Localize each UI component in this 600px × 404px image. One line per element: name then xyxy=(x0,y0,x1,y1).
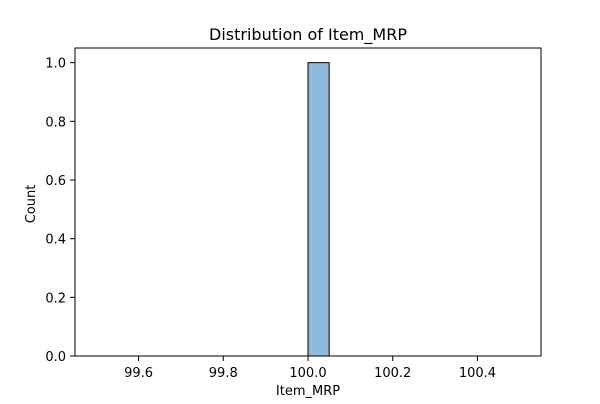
x-tick-label: 100.0 xyxy=(289,366,326,381)
y-tick-label: 0.6 xyxy=(45,174,66,189)
x-axis-label: Item_MRP xyxy=(276,384,340,399)
y-axis-label: Count xyxy=(24,185,39,224)
plot-area: 99.6 99.8 100.0 100.2 100.4 0.0 0.2 0.4 0.6 0.8 1.… xyxy=(45,47,542,381)
y-tick-label: 1.0 xyxy=(45,57,66,72)
y-tick-label: 0.4 xyxy=(45,233,66,248)
y-tick-label: 0.0 xyxy=(45,350,66,365)
x-tick-label: 100.4 xyxy=(459,366,496,381)
chart-title: Distribution of Item_MRP xyxy=(209,25,407,45)
histogram-bar xyxy=(307,62,330,357)
y-tick-label: 0.2 xyxy=(45,291,66,306)
x-tick-label: 100.2 xyxy=(374,366,411,381)
y-tick-label: 0.8 xyxy=(45,115,66,130)
x-tick-label: 99.6 xyxy=(124,366,153,381)
x-tick-label: 99.8 xyxy=(209,366,238,381)
